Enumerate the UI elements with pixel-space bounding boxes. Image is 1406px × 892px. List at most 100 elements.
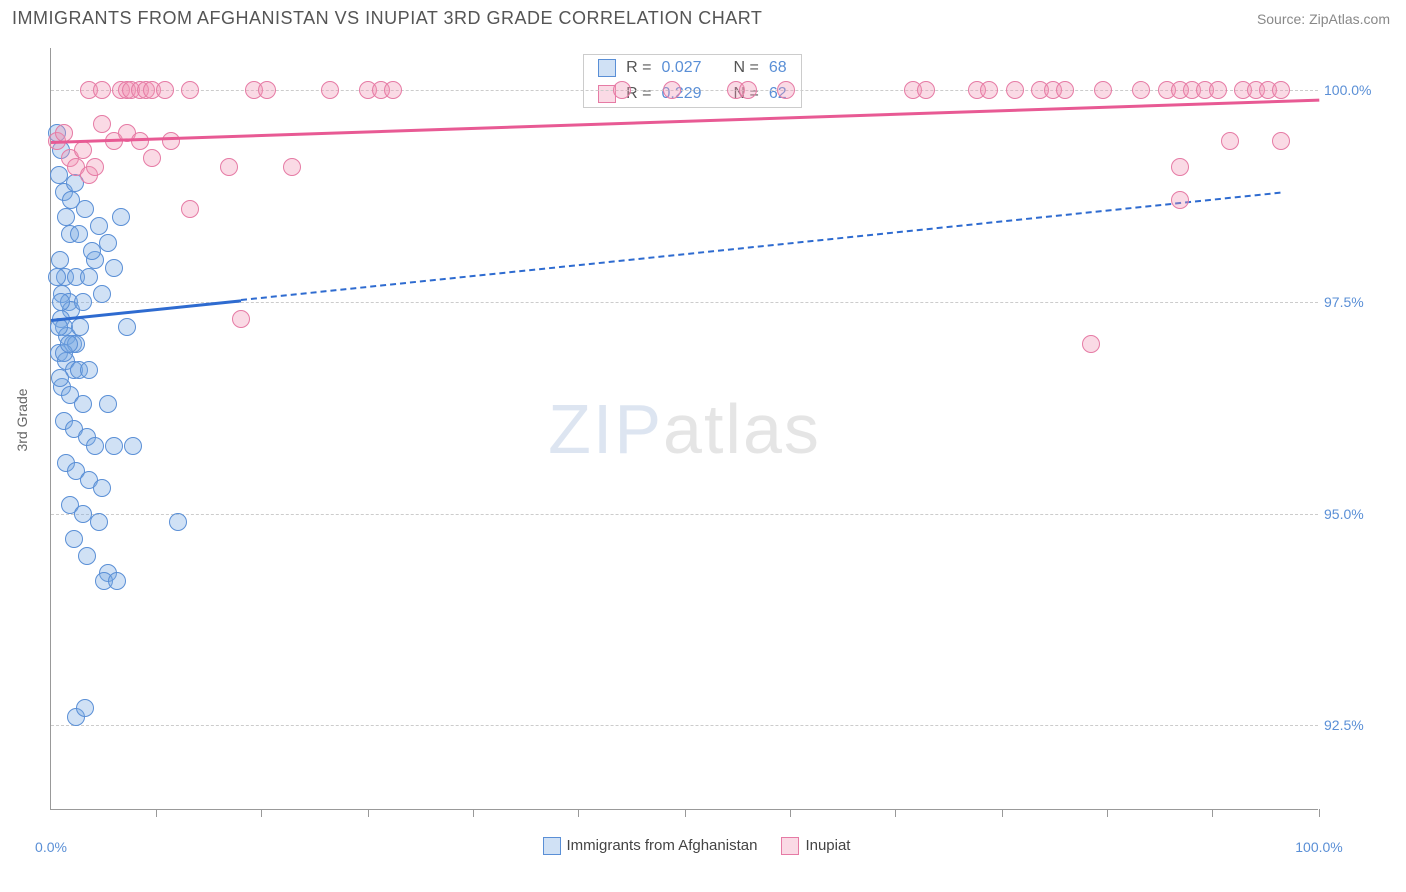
- data-point: [74, 141, 92, 159]
- data-point: [78, 547, 96, 565]
- x-tick: [685, 809, 686, 817]
- legend-label: Immigrants from Afghanistan: [567, 837, 758, 854]
- data-point: [80, 268, 98, 286]
- x-tick: [1319, 809, 1320, 817]
- data-point: [1006, 81, 1024, 99]
- data-point: [90, 513, 108, 531]
- n-value: 68: [769, 59, 787, 77]
- data-point: [80, 361, 98, 379]
- r-value: 0.027: [661, 59, 701, 77]
- watermark-part2: atlas: [663, 390, 821, 468]
- series-legend: Immigrants from Afghanistan Inupiat: [51, 837, 1318, 855]
- data-point: [1132, 81, 1150, 99]
- data-point: [232, 310, 250, 328]
- data-point: [283, 158, 301, 176]
- data-point: [108, 572, 126, 590]
- chart-title: IMMIGRANTS FROM AFGHANISTAN VS INUPIAT 3…: [12, 8, 762, 29]
- gridline-h: [51, 514, 1318, 515]
- source-attribution: Source: ZipAtlas.com: [1257, 11, 1390, 27]
- data-point: [99, 234, 117, 252]
- data-point: [739, 81, 757, 99]
- data-point: [93, 285, 111, 303]
- x-tick: [895, 809, 896, 817]
- data-point: [70, 225, 88, 243]
- y-tick-label: 92.5%: [1324, 717, 1394, 733]
- legend-swatch: [781, 837, 799, 855]
- data-point: [1272, 132, 1290, 150]
- legend-label: Inupiat: [805, 837, 850, 854]
- data-point: [1171, 158, 1189, 176]
- data-point: [143, 149, 161, 167]
- data-point: [93, 81, 111, 99]
- x-tick-label: 100.0%: [1295, 839, 1342, 855]
- data-point: [105, 259, 123, 277]
- data-point: [48, 268, 66, 286]
- watermark: ZIPatlas: [548, 389, 821, 469]
- data-point: [50, 166, 68, 184]
- x-tick-label: 0.0%: [35, 839, 67, 855]
- data-point: [93, 479, 111, 497]
- data-point: [86, 437, 104, 455]
- y-axis-label: 3rd Grade: [14, 388, 30, 451]
- data-point: [1272, 81, 1290, 99]
- source-name: ZipAtlas.com: [1309, 11, 1390, 27]
- n-label: N =: [734, 59, 759, 77]
- data-point: [156, 81, 174, 99]
- data-point: [1171, 191, 1189, 209]
- data-point: [258, 81, 276, 99]
- legend-swatch: [543, 837, 561, 855]
- y-tick-label: 97.5%: [1324, 294, 1394, 310]
- gridline-h: [51, 90, 1318, 91]
- data-point: [93, 115, 111, 133]
- data-point: [118, 318, 136, 336]
- data-point: [52, 293, 70, 311]
- stats-legend: R =0.027N =68R =0.229N =62: [583, 54, 802, 108]
- data-point: [321, 81, 339, 99]
- source-label: Source:: [1257, 11, 1305, 27]
- data-point: [169, 513, 187, 531]
- data-point: [1221, 132, 1239, 150]
- data-point: [65, 530, 83, 548]
- data-point: [1209, 81, 1227, 99]
- data-point: [124, 437, 142, 455]
- data-point: [613, 81, 631, 99]
- data-point: [62, 191, 80, 209]
- data-point: [74, 395, 92, 413]
- data-point: [162, 132, 180, 150]
- x-tick: [1107, 809, 1108, 817]
- data-point: [90, 217, 108, 235]
- gridline-h: [51, 725, 1318, 726]
- data-point: [86, 158, 104, 176]
- data-point: [74, 293, 92, 311]
- data-point: [99, 395, 117, 413]
- data-point: [1056, 81, 1074, 99]
- data-point: [83, 242, 101, 260]
- data-point: [55, 124, 73, 142]
- chart-header: IMMIGRANTS FROM AFGHANISTAN VS INUPIAT 3…: [0, 0, 1406, 33]
- data-point: [980, 81, 998, 99]
- r-label: R =: [626, 59, 651, 77]
- data-point: [71, 318, 89, 336]
- data-point: [74, 505, 92, 523]
- x-tick: [368, 809, 369, 817]
- data-point: [105, 437, 123, 455]
- x-tick: [1212, 809, 1213, 817]
- legend-swatch: [598, 59, 616, 77]
- data-point: [1094, 81, 1112, 99]
- data-point: [51, 369, 69, 387]
- data-point: [777, 81, 795, 99]
- data-point: [181, 200, 199, 218]
- data-point: [663, 81, 681, 99]
- x-tick: [473, 809, 474, 817]
- data-point: [57, 208, 75, 226]
- x-tick: [261, 809, 262, 817]
- x-tick: [156, 809, 157, 817]
- x-tick: [790, 809, 791, 817]
- data-point: [76, 699, 94, 717]
- data-point: [1082, 335, 1100, 353]
- data-point: [51, 251, 69, 269]
- data-point: [112, 208, 130, 226]
- data-point: [60, 335, 78, 353]
- x-tick: [1002, 809, 1003, 817]
- y-tick-label: 95.0%: [1324, 506, 1394, 522]
